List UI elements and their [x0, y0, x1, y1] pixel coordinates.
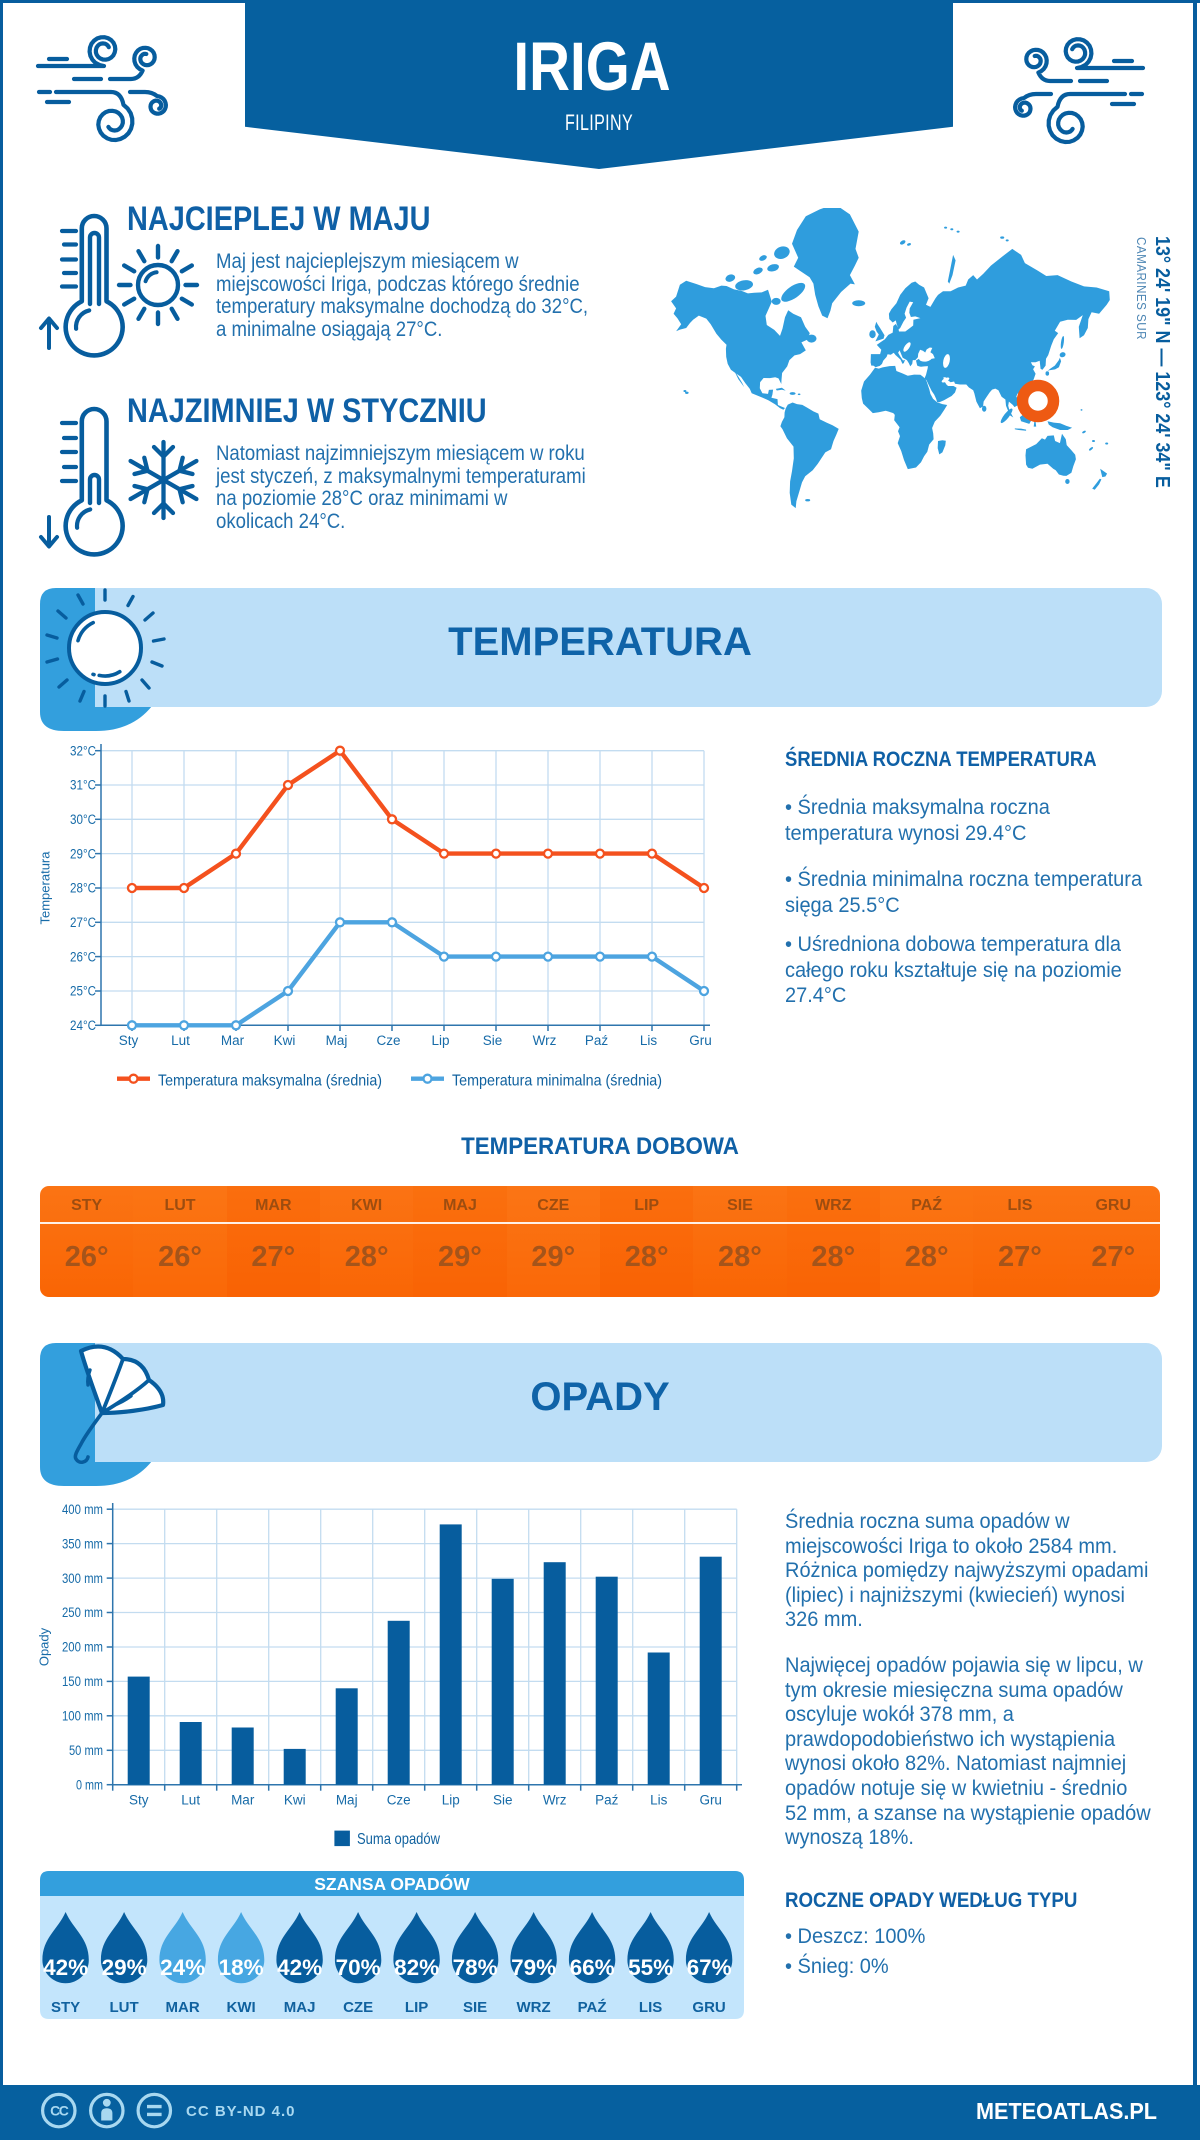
- svg-text:Lip: Lip: [442, 1792, 460, 1807]
- svg-text:18%: 18%: [219, 1955, 264, 1980]
- svg-text:Temperatura maksymalna (średni: Temperatura maksymalna (średnia): [158, 1073, 382, 1090]
- svg-text:GRU: GRU: [692, 1999, 725, 2016]
- svg-text:82%: 82%: [394, 1955, 439, 1980]
- svg-text:KWI: KWI: [227, 1999, 256, 2016]
- svg-text:WRZ: WRZ: [517, 1999, 551, 2016]
- svg-text:250 mm: 250 mm: [62, 1605, 103, 1620]
- svg-text:26°C: 26°C: [70, 949, 96, 964]
- svg-text:Kwi: Kwi: [284, 1792, 306, 1807]
- svg-text:66%: 66%: [570, 1955, 615, 1980]
- svg-text:Cze: Cze: [387, 1792, 411, 1807]
- svg-text:Maj: Maj: [336, 1792, 358, 1807]
- svg-text:70%: 70%: [336, 1955, 381, 1980]
- svg-text:Mar: Mar: [231, 1792, 255, 1807]
- svg-text:150 mm: 150 mm: [62, 1674, 103, 1689]
- svg-text:Temperatura: Temperatura: [38, 851, 53, 925]
- svg-text:42%: 42%: [43, 1955, 88, 1980]
- svg-text:79%: 79%: [511, 1955, 556, 1980]
- svg-text:Maj: Maj: [326, 1033, 348, 1048]
- svg-text:LUT: LUT: [110, 1999, 139, 2016]
- svg-text:78%: 78%: [453, 1955, 498, 1980]
- svg-text:Opady: Opady: [36, 1627, 51, 1666]
- svg-text:200 mm: 200 mm: [62, 1640, 103, 1655]
- svg-text:Sty: Sty: [119, 1033, 139, 1048]
- svg-text:Lut: Lut: [171, 1033, 190, 1048]
- svg-text:MAJ: MAJ: [284, 1999, 316, 2016]
- svg-text:Gru: Gru: [699, 1792, 722, 1807]
- svg-text:Cze: Cze: [376, 1033, 400, 1048]
- svg-text:42%: 42%: [277, 1955, 322, 1980]
- svg-text:STY: STY: [51, 1999, 80, 2016]
- svg-text:30°C: 30°C: [70, 812, 96, 827]
- svg-text:Sie: Sie: [483, 1033, 503, 1048]
- svg-text:PAŹ: PAŹ: [578, 1999, 607, 2016]
- svg-text:31°C: 31°C: [70, 778, 96, 793]
- svg-text:24°C: 24°C: [70, 1018, 96, 1033]
- svg-text:Lut: Lut: [181, 1792, 200, 1807]
- svg-text:Mar: Mar: [221, 1033, 245, 1048]
- svg-text:50 mm: 50 mm: [69, 1743, 103, 1758]
- svg-text:25°C: 25°C: [70, 984, 96, 999]
- svg-text:Paź: Paź: [585, 1033, 609, 1048]
- svg-text:Lip: Lip: [431, 1033, 449, 1048]
- svg-text:28°C: 28°C: [70, 881, 96, 896]
- svg-text:SZANSA OPADÓW: SZANSA OPADÓW: [314, 1873, 470, 1894]
- svg-text:0 mm: 0 mm: [76, 1777, 103, 1792]
- svg-text:Paź: Paź: [595, 1792, 619, 1807]
- svg-text:27°C: 27°C: [70, 915, 96, 930]
- svg-text:350 mm: 350 mm: [62, 1536, 103, 1551]
- svg-text:24%: 24%: [160, 1955, 205, 1980]
- svg-text:Gru: Gru: [689, 1033, 712, 1048]
- svg-text:Wrz: Wrz: [533, 1033, 557, 1048]
- svg-text:55%: 55%: [628, 1955, 673, 1980]
- svg-text:Suma opadów: Suma opadów: [357, 1831, 440, 1848]
- svg-text:Sie: Sie: [493, 1792, 513, 1807]
- svg-text:67%: 67%: [687, 1955, 732, 1980]
- svg-text:Lis: Lis: [640, 1033, 658, 1048]
- svg-text:Temperatura minimalna (średnia: Temperatura minimalna (średnia): [452, 1073, 662, 1090]
- svg-text:Sty: Sty: [129, 1792, 149, 1807]
- svg-text:29°C: 29°C: [70, 846, 96, 861]
- svg-text:300 mm: 300 mm: [62, 1571, 103, 1586]
- svg-text:400 mm: 400 mm: [62, 1502, 103, 1517]
- svg-text:32°C: 32°C: [70, 743, 96, 758]
- svg-text:Wrz: Wrz: [543, 1792, 567, 1807]
- svg-text:100 mm: 100 mm: [62, 1709, 103, 1724]
- svg-text:LIP: LIP: [405, 1999, 428, 2016]
- svg-text:CZE: CZE: [343, 1999, 373, 2016]
- svg-text:Lis: Lis: [650, 1792, 668, 1807]
- svg-text:29%: 29%: [102, 1955, 147, 1980]
- svg-text:Kwi: Kwi: [274, 1033, 296, 1048]
- svg-text:MAR: MAR: [166, 1999, 200, 2016]
- svg-text:LIS: LIS: [639, 1999, 662, 2016]
- svg-text:CC: CC: [50, 2103, 69, 2119]
- svg-text:SIE: SIE: [463, 1999, 487, 2016]
